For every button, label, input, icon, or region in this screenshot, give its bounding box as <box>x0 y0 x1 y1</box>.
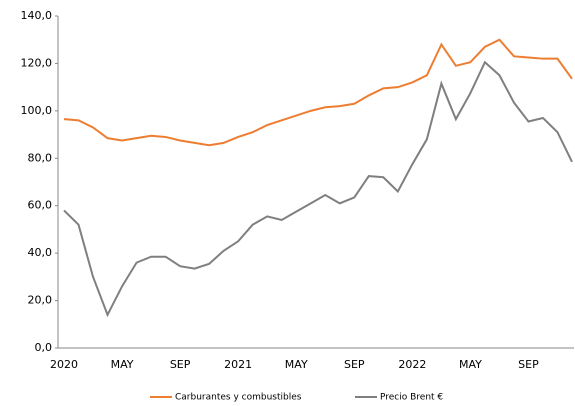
y-tick-label: 0,0 <box>35 341 53 354</box>
series-line <box>63 60 573 318</box>
y-tick-label: 40,0 <box>28 246 53 259</box>
x-tick-label: 2022 <box>398 358 426 371</box>
y-tick-label: 100,0 <box>21 104 53 117</box>
series-line <box>63 38 573 147</box>
x-tick-label: SEP <box>518 358 539 371</box>
y-tick-label: 20,0 <box>28 294 53 307</box>
y-tick-label: 80,0 <box>28 151 53 164</box>
y-tick-label: 60,0 <box>28 199 53 212</box>
x-tick-label: MAY <box>111 358 134 371</box>
x-tick-label: MAY <box>285 358 308 371</box>
y-tick-label: 140,0 <box>21 9 53 22</box>
legend-label: Precio Brent € <box>380 393 443 403</box>
x-tick-label: 2020 <box>50 358 78 371</box>
y-tick-label: 120,0 <box>21 56 53 69</box>
legend-label: Carburantes y combustibles <box>175 393 302 403</box>
x-tick-label: SEP <box>170 358 191 371</box>
x-tick-label: 2021 <box>224 358 252 371</box>
x-tick-label: SEP <box>344 358 365 371</box>
x-tick-label: MAY <box>459 358 482 371</box>
